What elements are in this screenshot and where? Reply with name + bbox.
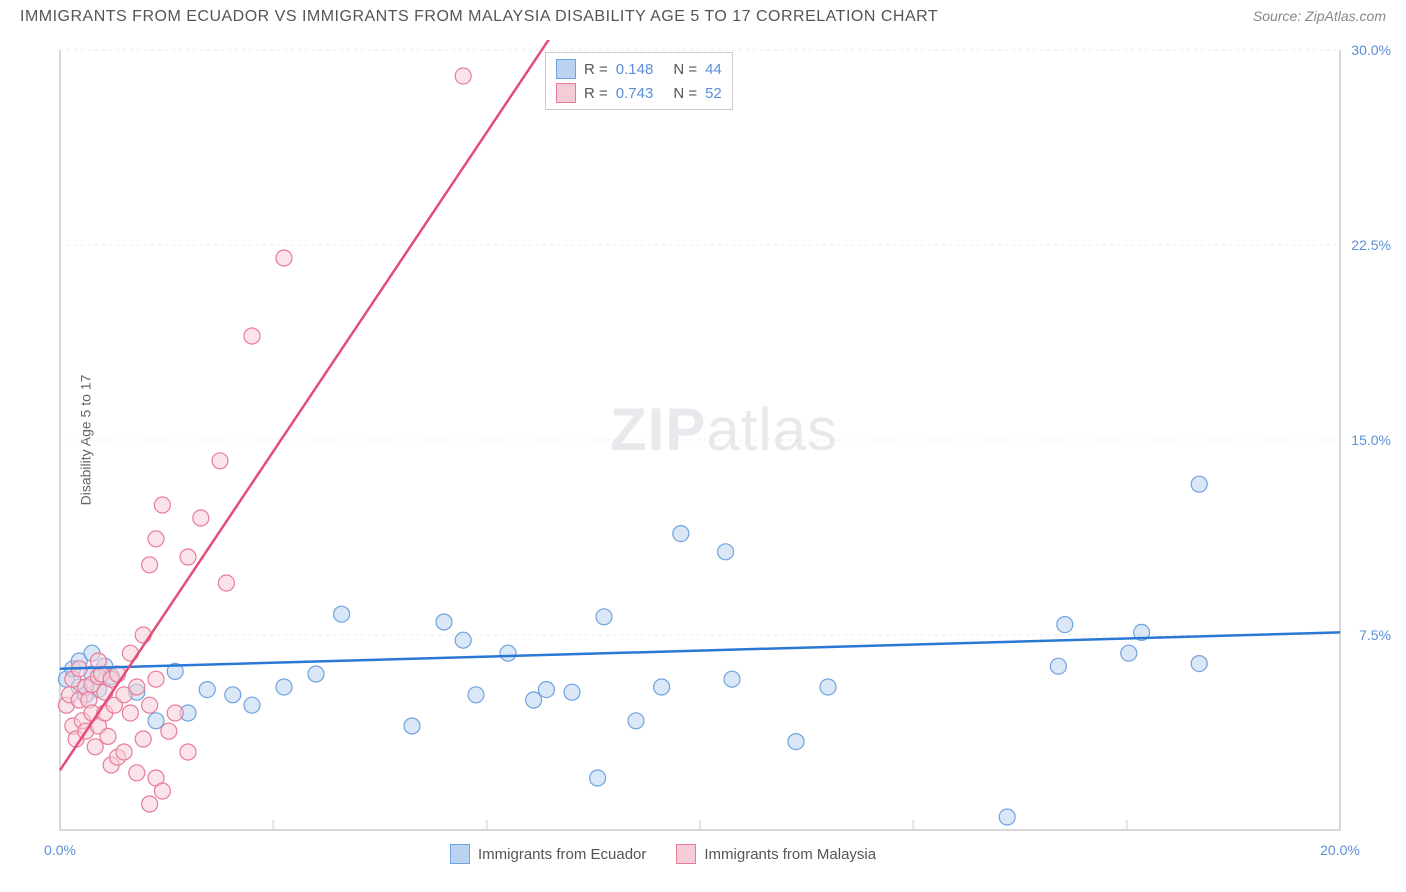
y-tick-label: 30.0% bbox=[1351, 42, 1391, 58]
legend-swatch bbox=[556, 59, 576, 79]
legend-n-value: 44 bbox=[705, 61, 722, 78]
chart-title: IMMIGRANTS FROM ECUADOR VS IMMIGRANTS FR… bbox=[20, 8, 938, 26]
legend-r-label: R = bbox=[584, 85, 608, 102]
series-legend-item: Immigrants from Malaysia bbox=[676, 844, 876, 864]
legend-swatch bbox=[450, 844, 470, 864]
title-bar: IMMIGRANTS FROM ECUADOR VS IMMIGRANTS FR… bbox=[0, 0, 1406, 30]
series-name: Immigrants from Malaysia bbox=[704, 846, 876, 863]
series-legend: Immigrants from Ecuador Immigrants from M… bbox=[450, 844, 876, 864]
legend-swatch bbox=[676, 844, 696, 864]
legend-r-label: R = bbox=[584, 61, 608, 78]
scatter-plot bbox=[50, 40, 1386, 840]
legend-row: R = 0.148 N = 44 bbox=[556, 57, 722, 81]
legend-r-value: 0.148 bbox=[616, 61, 654, 78]
source-attribution: Source: ZipAtlas.com bbox=[1253, 8, 1386, 24]
correlation-legend: R = 0.148 N = 44 R = 0.743 N = 52 bbox=[545, 52, 733, 110]
legend-r-value: 0.743 bbox=[616, 85, 654, 102]
y-tick-label: 7.5% bbox=[1359, 627, 1391, 643]
legend-n-label: N = bbox=[673, 61, 697, 78]
legend-n-value: 52 bbox=[705, 85, 722, 102]
legend-row: R = 0.743 N = 52 bbox=[556, 81, 722, 105]
legend-swatch bbox=[556, 83, 576, 103]
legend-n-label: N = bbox=[673, 85, 697, 102]
x-tick-label: 0.0% bbox=[44, 842, 76, 858]
chart-area: Disability Age 5 to 17 ZIPatlas R =0.148… bbox=[50, 40, 1386, 840]
series-name: Immigrants from Ecuador bbox=[478, 846, 646, 863]
y-tick-label: 15.0% bbox=[1351, 432, 1391, 448]
y-tick-label: 22.5% bbox=[1351, 237, 1391, 253]
x-tick-label: 20.0% bbox=[1320, 842, 1360, 858]
series-legend-item: Immigrants from Ecuador bbox=[450, 844, 646, 864]
